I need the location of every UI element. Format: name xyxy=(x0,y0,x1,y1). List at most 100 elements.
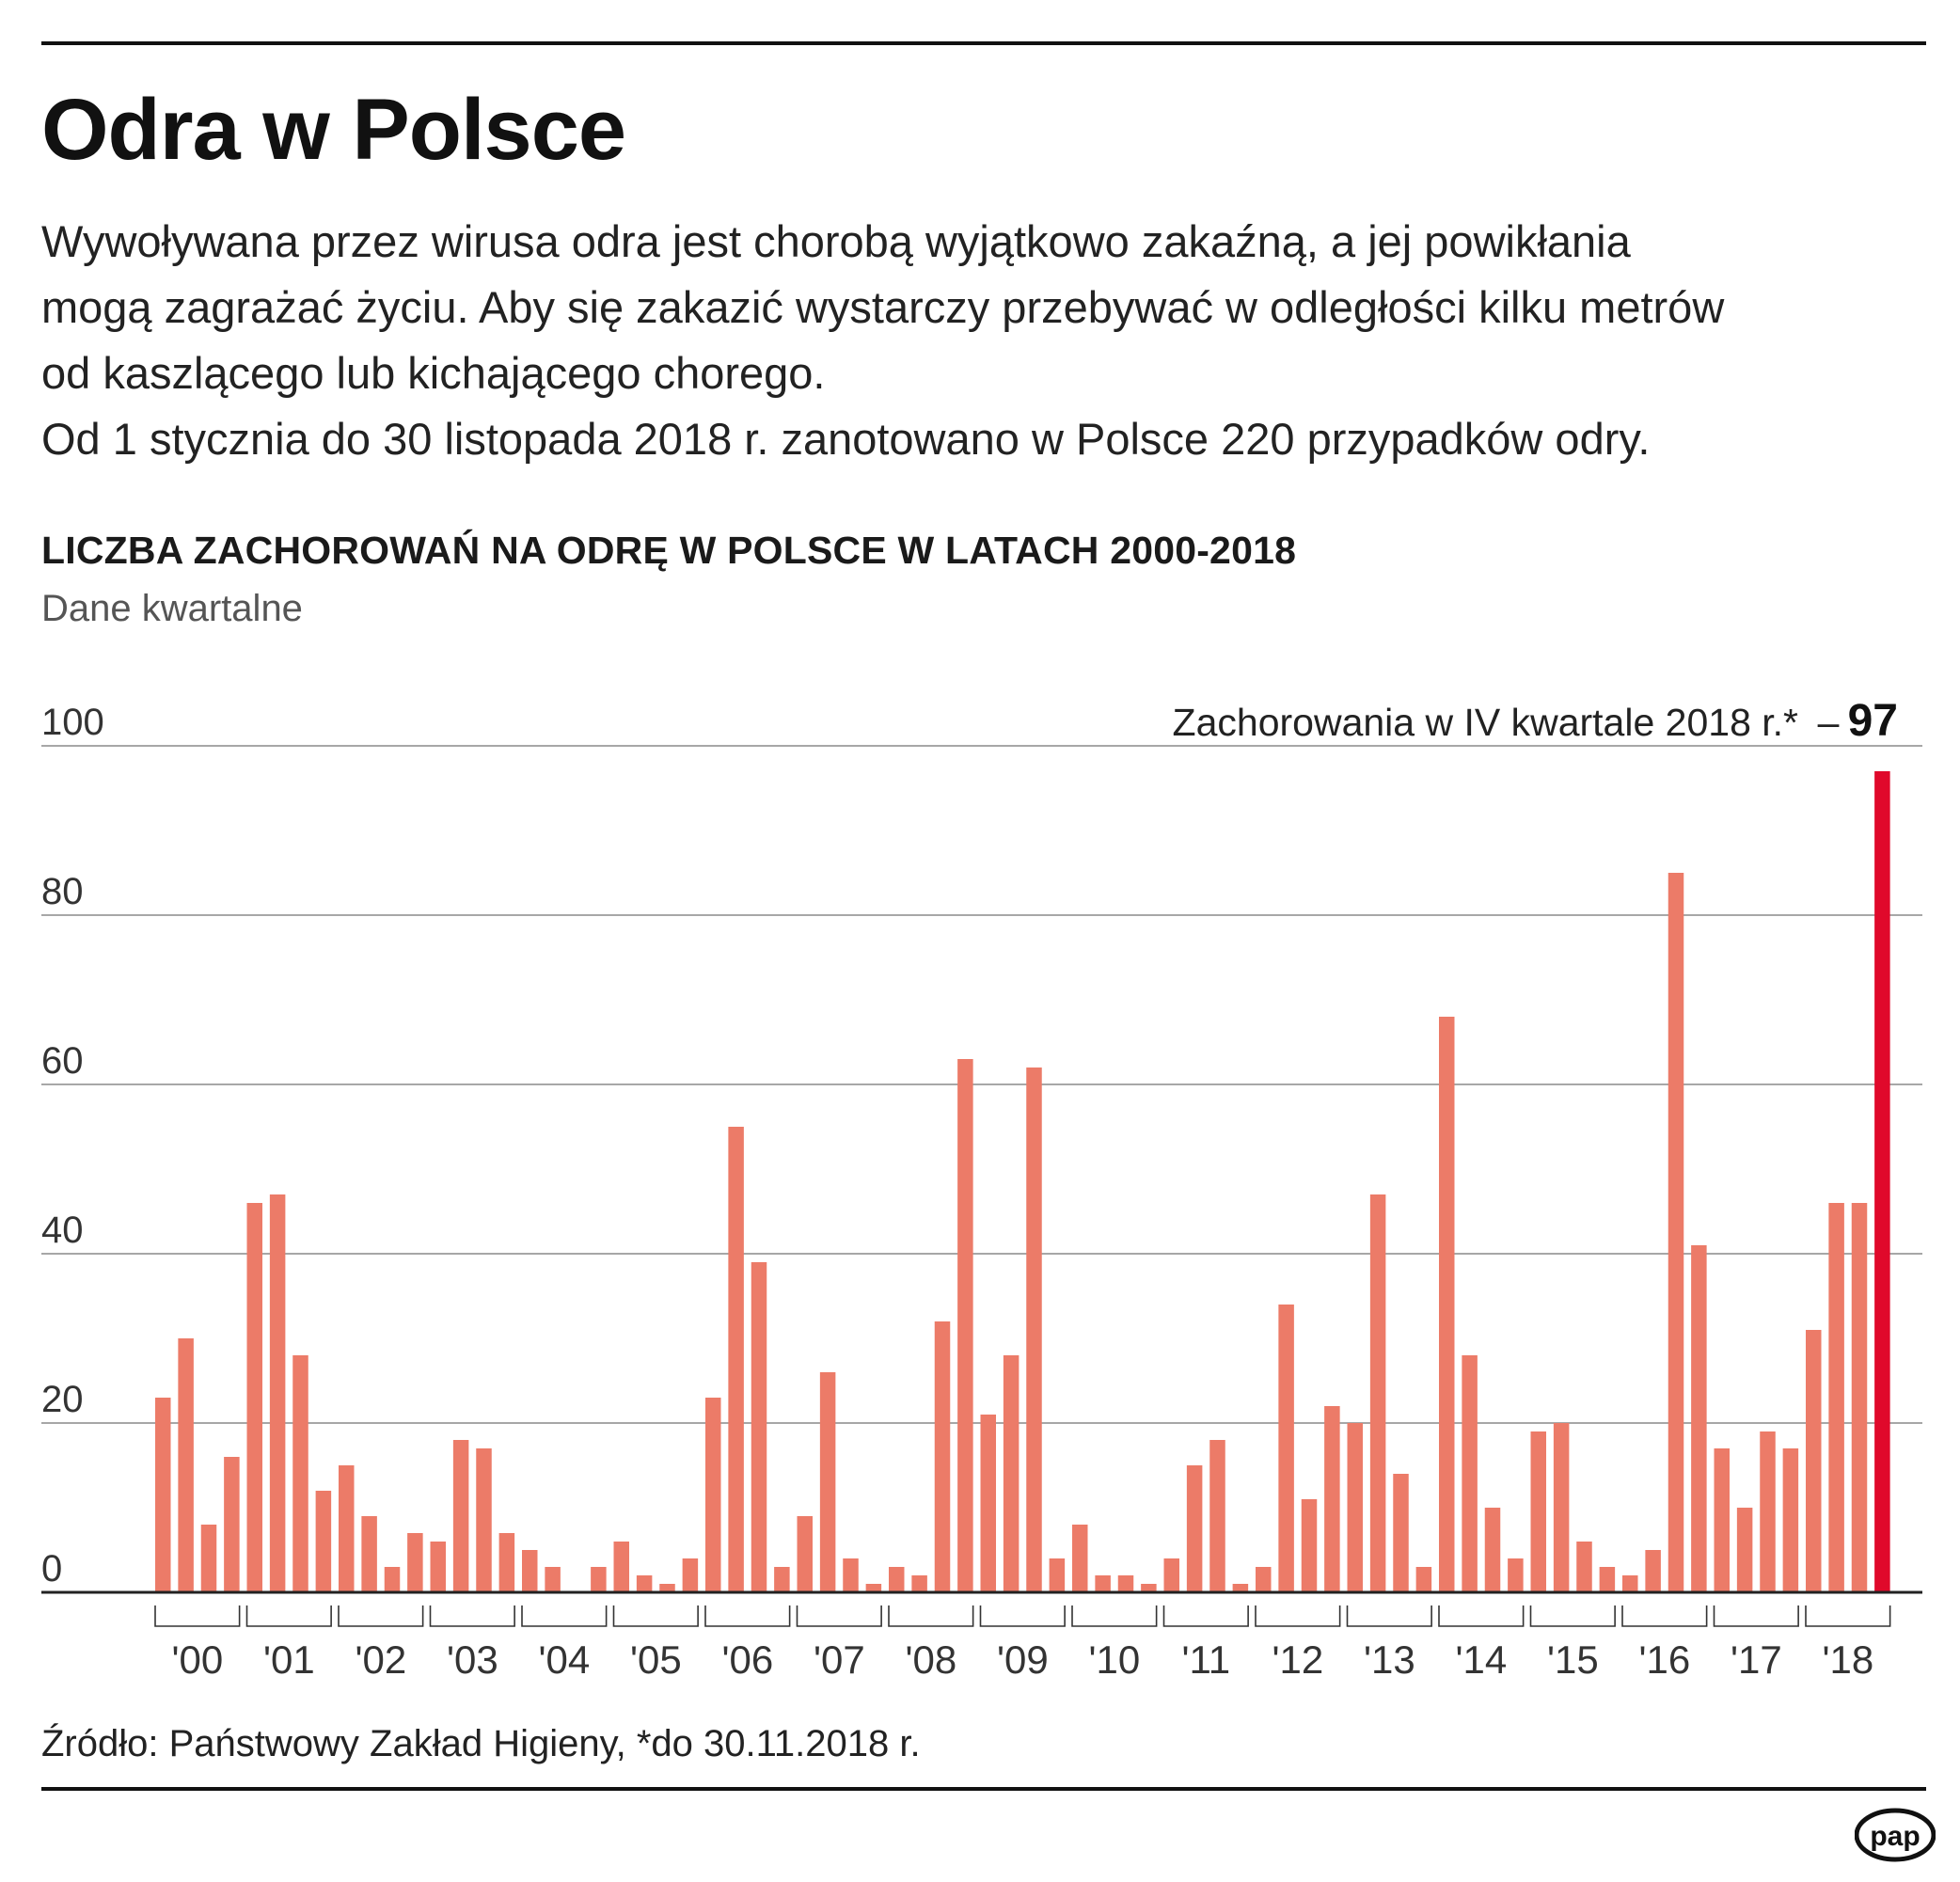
bar-highlight xyxy=(1874,771,1890,1592)
annotation-label: Zachorowania w IV kwartale 2018 r.* xyxy=(1173,701,1798,744)
bar xyxy=(591,1567,607,1592)
x-tick-label: '09 xyxy=(997,1637,1049,1682)
bar xyxy=(1163,1558,1179,1592)
year-bracket xyxy=(1529,1605,1616,1627)
bar xyxy=(1714,1448,1730,1592)
bar xyxy=(889,1567,905,1592)
year-bracket xyxy=(704,1605,791,1627)
bar xyxy=(751,1262,767,1592)
y-tick-label: 20 xyxy=(41,1379,84,1420)
chart-subtitle: Dane kwartalne xyxy=(41,588,303,629)
bar xyxy=(1026,1068,1042,1592)
bar xyxy=(384,1567,401,1592)
x-tick-label: '18 xyxy=(1822,1637,1873,1682)
year-bracket xyxy=(521,1605,608,1627)
bar xyxy=(1782,1448,1799,1592)
year-bracket xyxy=(429,1605,515,1627)
y-tick-label: 0 xyxy=(41,1548,62,1589)
bar xyxy=(728,1127,744,1592)
chart-title: LICZBA ZACHOROWAŃ NA ODRĘ W POLSCE W LAT… xyxy=(41,529,1297,572)
bar xyxy=(200,1525,217,1592)
x-tick-label: '00 xyxy=(171,1637,223,1682)
year-bracket xyxy=(154,1605,241,1627)
bar xyxy=(682,1558,699,1592)
lead-line: mogą zagrażać życiu. Aby się zakazić wys… xyxy=(41,282,1725,332)
x-tick-label: '07 xyxy=(814,1637,865,1682)
bar xyxy=(659,1584,675,1592)
year-bracket xyxy=(1805,1605,1891,1627)
bar xyxy=(774,1567,790,1592)
x-tick-label: '16 xyxy=(1638,1637,1690,1682)
bar xyxy=(705,1398,721,1592)
bar xyxy=(1278,1305,1294,1592)
year-bracket xyxy=(796,1605,882,1627)
year-bracket xyxy=(1162,1605,1249,1627)
bar xyxy=(452,1440,469,1592)
source-note: Źródło: Państwowy Zakład Higieny, *do 30… xyxy=(41,1723,921,1764)
bar xyxy=(339,1465,355,1592)
bar xyxy=(797,1516,813,1592)
bar xyxy=(1599,1567,1616,1592)
bottom-rule xyxy=(41,1787,1926,1791)
bar xyxy=(1347,1423,1363,1592)
bar xyxy=(246,1203,262,1592)
bar xyxy=(315,1491,332,1592)
x-tick-label: '05 xyxy=(630,1637,682,1682)
annotation-dash: – xyxy=(1818,701,1840,744)
bar xyxy=(1393,1474,1409,1592)
lead-line: Wywoływana przez wirusa odra jest chorob… xyxy=(41,216,1631,266)
year-bracket xyxy=(979,1605,1066,1627)
x-tick-label: '15 xyxy=(1547,1637,1599,1682)
bar xyxy=(1209,1440,1225,1592)
x-tick-label: '01 xyxy=(263,1637,315,1682)
lead-line: Od 1 stycznia do 30 listopada 2018 r. za… xyxy=(41,414,1651,464)
bar xyxy=(934,1321,951,1592)
x-tick-label: '08 xyxy=(905,1637,956,1682)
bar xyxy=(1530,1431,1546,1592)
y-tick-label: 60 xyxy=(41,1040,84,1082)
bar xyxy=(1462,1355,1478,1592)
bar xyxy=(1645,1550,1661,1592)
year-bracket xyxy=(245,1605,332,1627)
bar xyxy=(1576,1542,1592,1592)
lead-line: od kaszlącego lub kichającego chorego. xyxy=(41,348,826,398)
year-bracket xyxy=(1071,1605,1158,1627)
bar xyxy=(1324,1406,1340,1592)
top-rule xyxy=(41,41,1926,45)
bar xyxy=(1691,1245,1707,1592)
bar xyxy=(1484,1508,1501,1592)
bar xyxy=(178,1338,194,1592)
x-tick-label: '02 xyxy=(355,1637,406,1682)
bar xyxy=(1232,1584,1249,1592)
lead-text: Wywoływana przez wirusa odra jest chorob… xyxy=(41,209,1922,472)
bar xyxy=(269,1194,286,1592)
year-bracket xyxy=(1621,1605,1708,1627)
x-tick-label: '10 xyxy=(1088,1637,1140,1682)
bar xyxy=(430,1542,446,1592)
y-tick-label: 80 xyxy=(41,871,84,912)
bar xyxy=(1186,1465,1203,1592)
bar xyxy=(292,1355,308,1592)
year-bracket xyxy=(1346,1605,1432,1627)
page-title: Odra w Polsce xyxy=(41,82,626,178)
x-tick-label: '11 xyxy=(1182,1637,1231,1682)
year-bracket xyxy=(1255,1605,1341,1627)
bar xyxy=(1668,873,1684,1592)
x-tick-label: '12 xyxy=(1272,1637,1323,1682)
y-tick-label: 100 xyxy=(41,702,104,743)
bar xyxy=(1828,1203,1844,1592)
bar xyxy=(1072,1525,1088,1592)
bar xyxy=(911,1575,927,1592)
annotation-value: 97 xyxy=(1848,696,1898,746)
bar xyxy=(476,1448,492,1592)
year-bracket xyxy=(338,1605,424,1627)
bar xyxy=(613,1542,629,1592)
year-bracket xyxy=(612,1605,699,1627)
bar xyxy=(1553,1423,1570,1592)
bar xyxy=(522,1550,538,1592)
bar xyxy=(843,1558,859,1592)
bar xyxy=(1003,1355,1020,1592)
year-bracket xyxy=(1713,1605,1799,1627)
bar xyxy=(545,1567,561,1592)
x-tick-label: '17 xyxy=(1731,1637,1782,1682)
